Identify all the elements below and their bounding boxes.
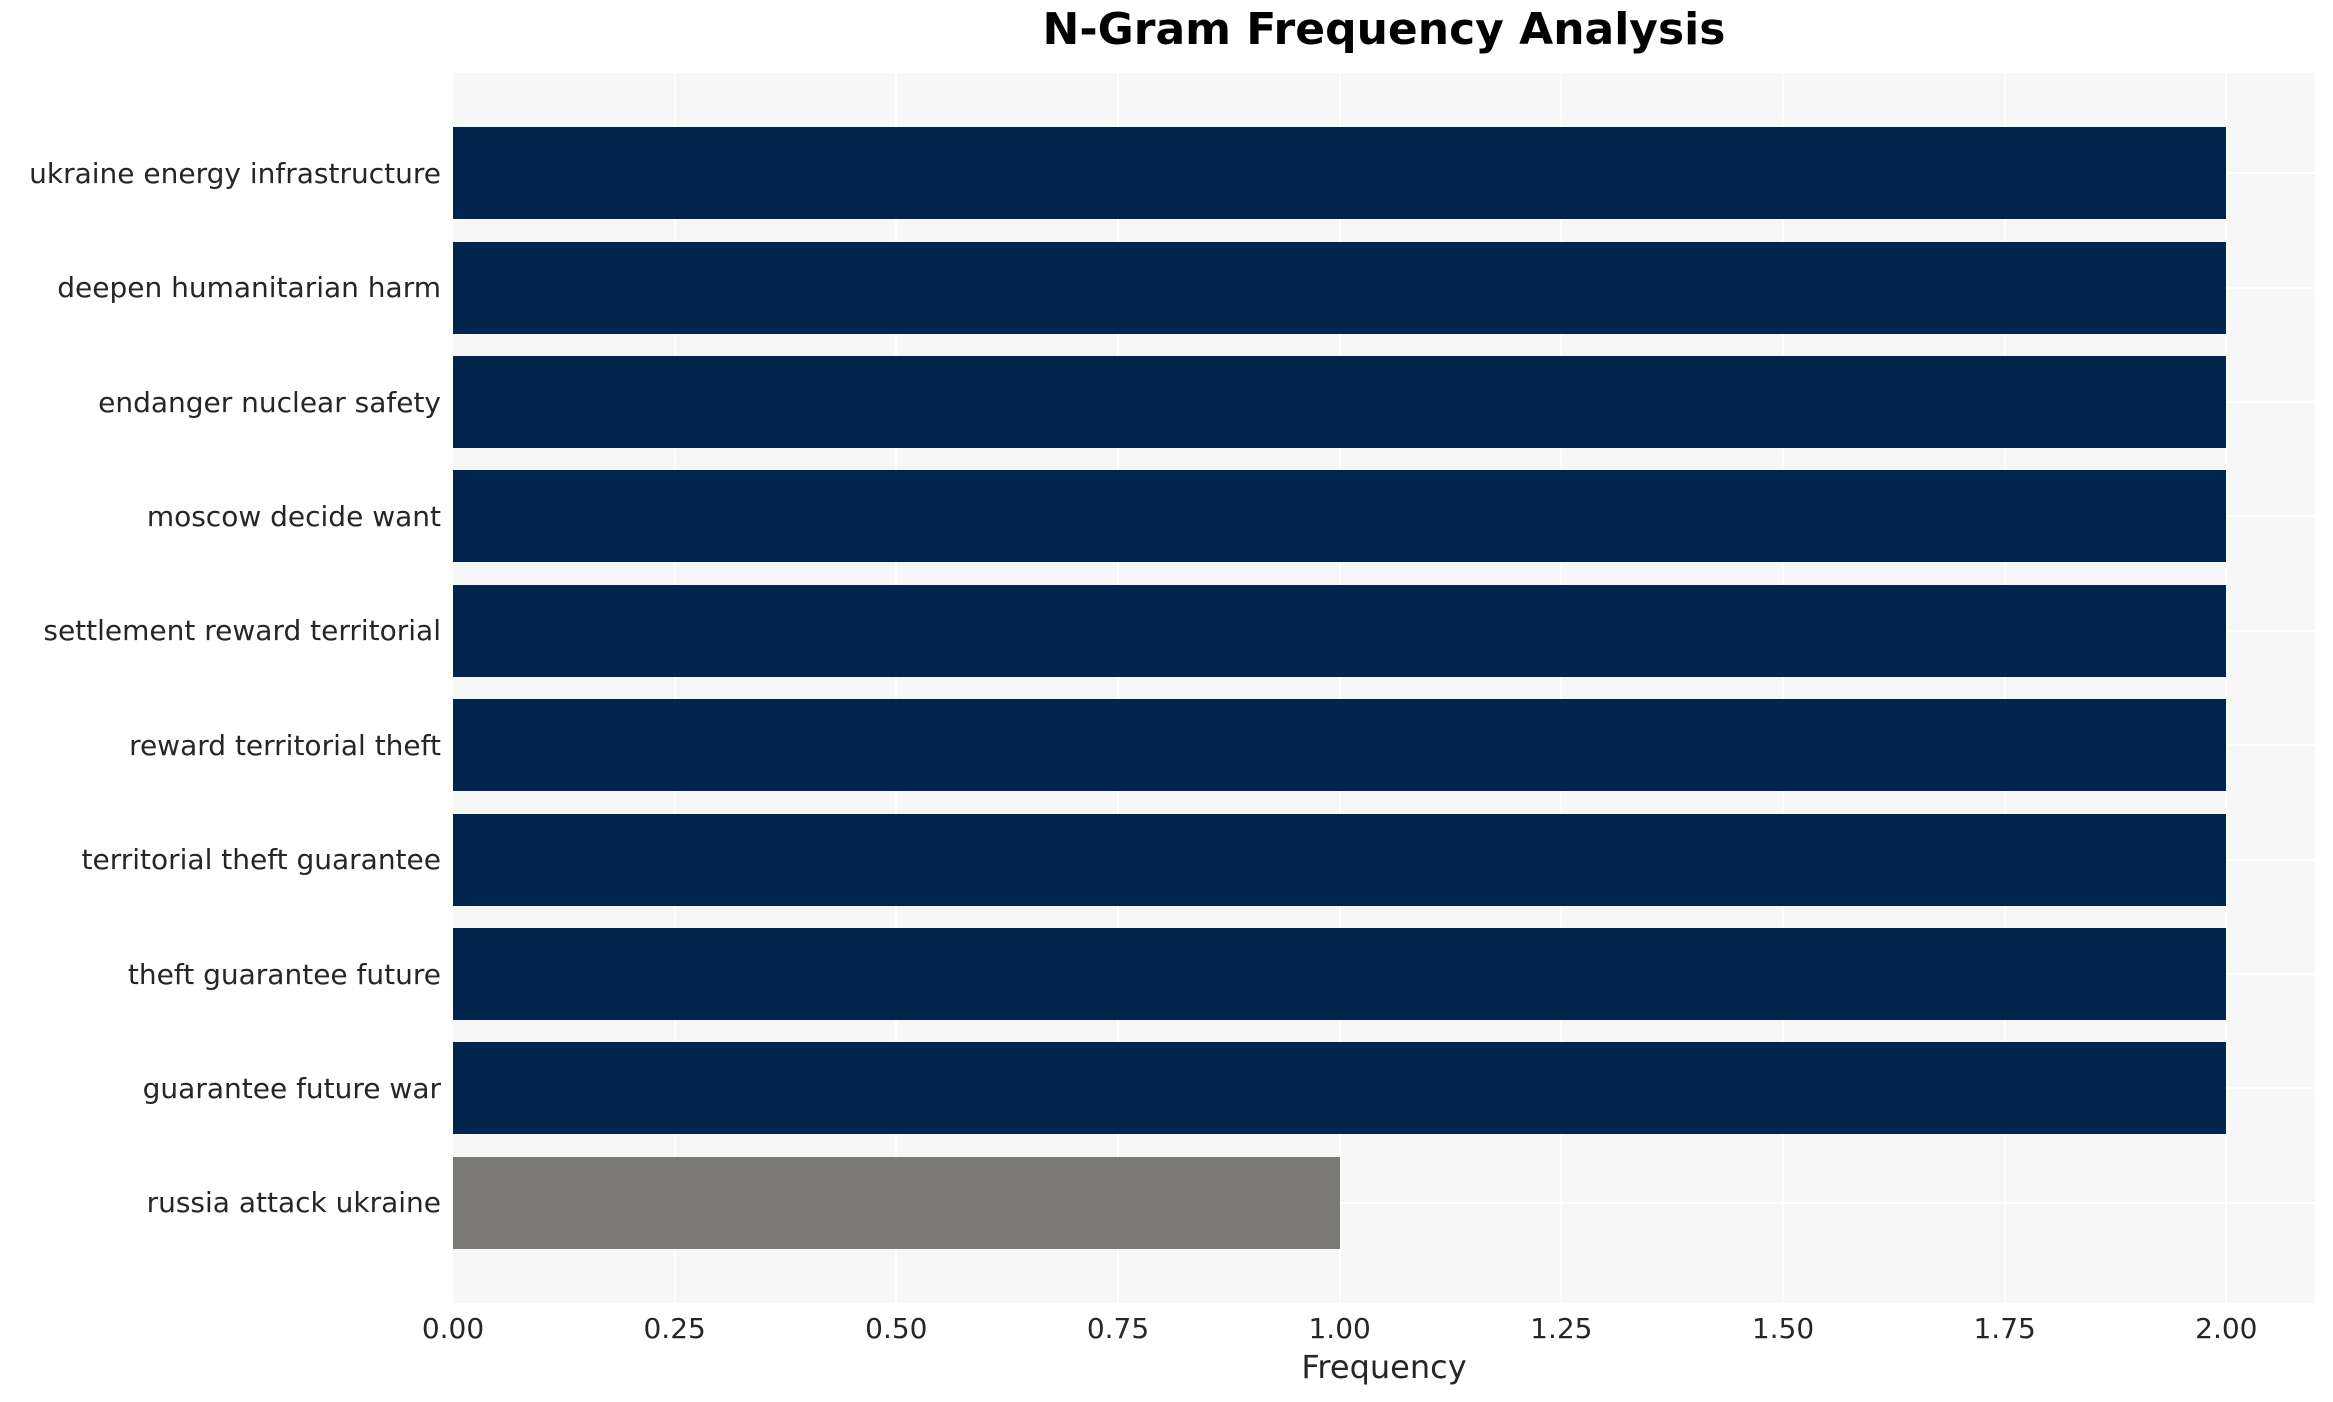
y-tick-label: guarantee future war xyxy=(142,1071,441,1105)
x-tick-label: 1.75 xyxy=(1973,1312,2036,1345)
bar-row xyxy=(453,1146,2315,1260)
bar xyxy=(453,241,2227,334)
x-axis-label: Frequency xyxy=(1301,1348,1467,1386)
x-tick-label: 2.00 xyxy=(2195,1312,2258,1345)
bar-row xyxy=(453,459,2315,573)
x-tick-label: 0.25 xyxy=(643,1312,706,1345)
x-tick-label: 0.75 xyxy=(1086,1312,1150,1345)
bar-row xyxy=(453,802,2315,916)
vertical-gridline xyxy=(1338,73,1341,1303)
y-tick-label: reward territorial theft xyxy=(129,728,441,762)
y-tick-label: deepen humanitarian harm xyxy=(57,271,441,305)
y-tick-label: moscow decide want xyxy=(146,499,441,533)
bar-row xyxy=(453,345,2315,459)
bar xyxy=(453,928,2227,1021)
vertical-gridline xyxy=(895,73,898,1303)
chart-title: N-Gram Frequency Analysis xyxy=(1042,4,1726,55)
bar-row xyxy=(453,1031,2315,1145)
bar xyxy=(453,1042,2227,1135)
vertical-gridline xyxy=(1782,73,1784,1303)
x-tick-label: 1.25 xyxy=(1530,1312,1593,1345)
bar-row xyxy=(453,574,2315,688)
vertical-gridline xyxy=(673,73,676,1303)
bar xyxy=(453,699,2227,792)
bar-row xyxy=(453,116,2315,230)
y-tick-label: theft guarantee future xyxy=(127,957,441,991)
y-tick-label: ukraine energy infrastructure xyxy=(29,156,441,190)
bar-rows xyxy=(453,73,2315,1303)
bar xyxy=(453,470,2227,563)
x-tick-label: 0.00 xyxy=(421,1312,485,1345)
bar-row xyxy=(453,688,2315,802)
plot-area xyxy=(453,73,2315,1303)
y-tick-label: settlement reward territorial xyxy=(43,614,441,648)
horizontal-gridline xyxy=(453,1201,2315,1204)
x-tick-label: 1.50 xyxy=(1751,1312,1815,1345)
vertical-gridline xyxy=(2225,73,2228,1303)
y-tick-label: endanger nuclear safety xyxy=(98,385,441,419)
y-tick-label: russia attack ukraine xyxy=(146,1186,441,1220)
bar xyxy=(453,813,2227,906)
y-tick-label: territorial theft guarantee xyxy=(81,843,441,877)
bar xyxy=(453,1156,1340,1249)
vertical-gridline xyxy=(1560,73,1563,1303)
x-tick-label: 1.00 xyxy=(1308,1312,1371,1345)
bar xyxy=(453,356,2227,449)
vertical-gridline xyxy=(2003,73,2006,1303)
bar xyxy=(453,127,2227,220)
x-tick-label: 0.50 xyxy=(865,1312,928,1345)
bar xyxy=(453,584,2227,677)
vertical-gridline xyxy=(1117,73,1119,1303)
bar-row xyxy=(453,917,2315,1031)
y-axis-labels: ukraine energy infrastructure deepen huma… xyxy=(0,73,441,1303)
x-axis-ticks: 0.00 0.25 0.50 0.75 1.00 1.25 1.50 1.75 2.00 xyxy=(422,1312,2315,1346)
bar-row xyxy=(453,230,2315,344)
